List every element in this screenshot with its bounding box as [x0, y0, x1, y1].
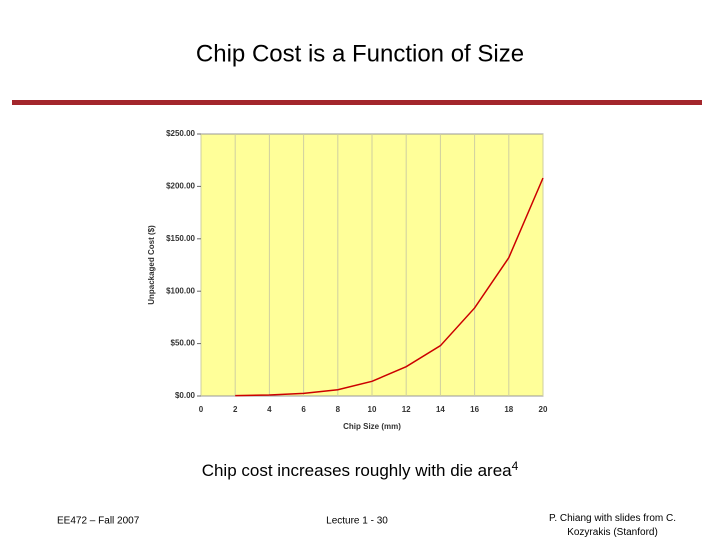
x-tick-label: 0 — [199, 405, 204, 414]
caption-text: Chip cost increases roughly with die are… — [202, 461, 512, 480]
x-tick-label: 4 — [267, 405, 272, 414]
x-tick-label: 12 — [402, 405, 411, 414]
y-tick-label: $0.00 — [175, 391, 196, 400]
caption: Chip cost increases roughly with die are… — [202, 459, 519, 480]
x-tick-label: 10 — [368, 405, 377, 414]
line — [235, 177, 544, 397]
title-rule — [12, 100, 702, 105]
x-tick-label: 8 — [336, 405, 341, 414]
y-tick-label: $100.00 — [166, 286, 195, 295]
y-tick-label: $200.00 — [166, 182, 195, 191]
x-tick-label: 6 — [301, 405, 306, 414]
x-tick-label: 14 — [436, 405, 445, 414]
y-axis-label: Unpackaged Cost ($) — [147, 225, 156, 305]
footer-center: Lecture 1 - 30 — [326, 516, 388, 527]
caption-superscript: 4 — [512, 459, 519, 473]
x-axis-label: Chip Size (mm) — [343, 422, 401, 431]
x-tick-label: 16 — [470, 405, 479, 414]
y-tick-label: $50.00 — [171, 339, 196, 348]
slide-title: Chip Cost is a Function of Size — [196, 40, 524, 67]
x-tick-label: 20 — [539, 405, 548, 414]
y-tick-label: $150.00 — [166, 234, 195, 243]
x-tick-label: 18 — [504, 405, 513, 414]
y-tick-label: $250.00 — [166, 129, 195, 138]
footer-left: EE472 – Fall 2007 — [57, 516, 140, 527]
x-tick-label: 2 — [233, 405, 238, 414]
footer-right: P. Chiang with slides from C. Kozyrakis … — [548, 513, 677, 538]
